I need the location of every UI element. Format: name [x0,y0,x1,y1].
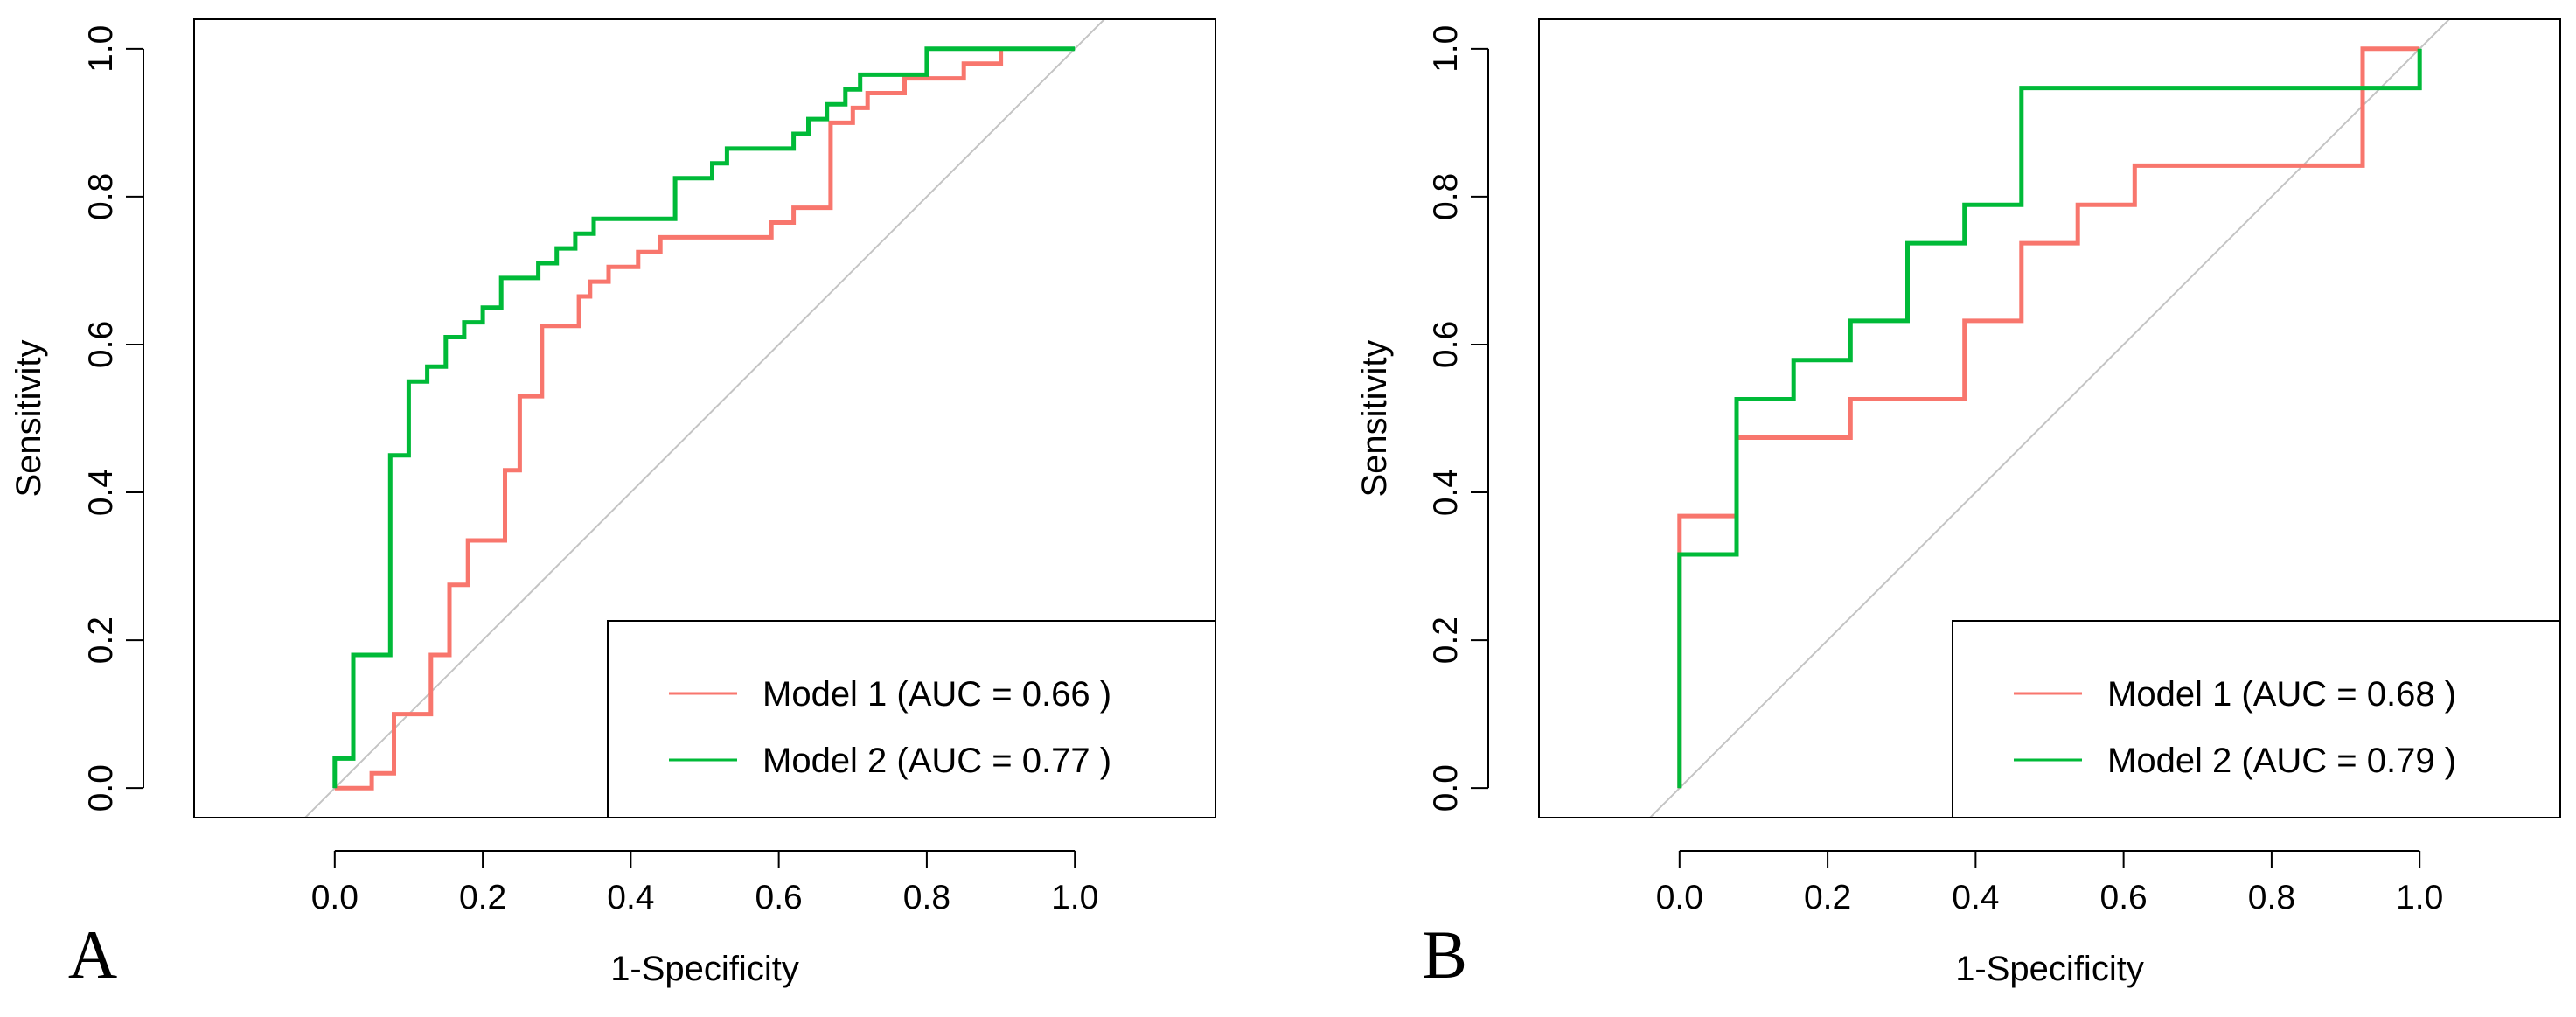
panel-a-legend-label-2: Model 2 (AUC = 0.77 ) [762,742,1111,780]
panel-b-x-tick-label: 0.0 [1656,879,1703,916]
panel-a-legend: Model 1 (AUC = 0.66 ) Model 2 (AUC = 0.77… [607,620,1216,818]
panel-b-x-tick-label: 0.4 [1952,879,1999,916]
panel-b-y-tick-label: 1.0 [1427,25,1465,73]
panel-a-x-axis-label: 1-Specificity [610,950,799,988]
panel-b-x-tick-label: 0.8 [2248,879,2295,916]
panel-b-legend-box [1952,620,2561,818]
panel-a-legend-label-1: Model 1 (AUC = 0.66 ) [762,675,1111,714]
panel-b-legend: Model 1 (AUC = 0.68 ) Model 2 (AUC = 0.79… [1952,620,2561,818]
panel-b-y-axis-label: Sensitivity [1355,339,1394,497]
panel-a-y-tick-label: 1.0 [82,25,120,73]
panel-b-panel-letter: B [1422,916,1467,993]
panel-a-roc-curve-1 [334,48,1004,791]
panel-a-chart: 0.0 0.2 0.4 0.6 0.8 1.0 1-Specificity 0.0 0.2 0.4… [10,18,1216,993]
panel-a-y-tick-label: 0.4 [82,469,120,516]
panel-b-x-tick-label: 1.0 [2396,879,2443,916]
panel-b-y-tick-label: 0.4 [1427,469,1465,516]
panel-b-x-tick-label: 0.2 [1804,879,1851,916]
panel-a-legend-box [607,620,1216,818]
panel-a-y-tick-label: 0.2 [82,616,120,664]
panel-b-y-tick-label: 0.6 [1427,321,1465,368]
panel-a-x-tick-label: 0.2 [459,879,506,916]
panel-a-y-axis-label: Sensitivity [10,339,48,497]
panel-b-x-axis-label: 1-Specificity [1955,950,2144,988]
panel-b-reference-diagonal [1648,19,2451,818]
panel-a-y-tick-label: 0.8 [82,173,120,220]
panel-b-y-tick-label: 0.8 [1427,173,1465,220]
panel-a-reference-diagonal [303,19,1106,818]
panel-a-y-tick-label: 0.0 [82,764,120,812]
panel-a-roc-curve-2 [332,46,1076,789]
panel-b-x-tick-label: 0.6 [2100,879,2148,916]
panel-b-roc-curve-2 [1677,48,2422,789]
panel-a-x-tick-label: 1.0 [1051,879,1098,916]
panel-a-x-tick-label: 0.4 [607,879,654,916]
panel-b-legend-label-1: Model 1 (AUC = 0.68 ) [2107,675,2456,714]
panel-a-x-tick-label: 0.6 [755,879,803,916]
panel-a-x-tick-label: 0.8 [903,879,950,916]
panel-b-chart: 0.0 0.2 0.4 0.6 0.8 1.0 1-Specificity 0.0 0.2 0.4… [1355,18,2561,993]
panel-b-plot-area [1648,19,2451,818]
panel-b-legend-label-2: Model 2 (AUC = 0.79 ) [2107,742,2456,780]
panel-b-y-tick-label: 0.0 [1427,764,1465,812]
panel-a-y-tick-label: 0.6 [82,321,120,368]
panel-a-plot-area [303,19,1106,818]
panel-a-panel-letter: A [68,916,117,993]
panel-a-x-tick-label: 0.0 [311,879,359,916]
panel-b-y-tick-label: 0.2 [1427,616,1465,664]
